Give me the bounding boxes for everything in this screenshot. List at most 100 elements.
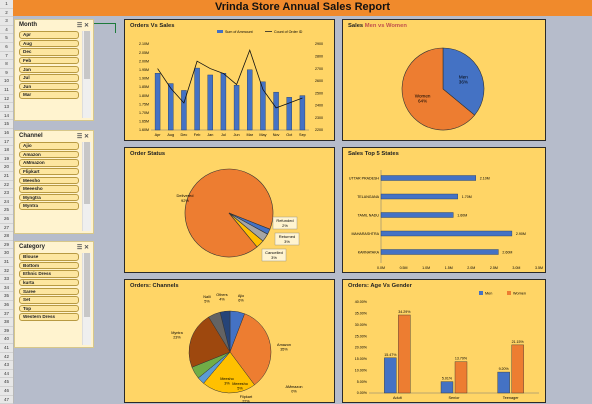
slicer-item[interactable]: Bottom [19, 261, 79, 270]
row-header[interactable]: 37 [0, 310, 13, 319]
row-header[interactable]: 35 [0, 292, 13, 301]
multi-select-icon[interactable]: ☰ ✕ [76, 134, 89, 140]
row-header[interactable]: 46 [0, 387, 13, 396]
slicer-item[interactable]: Blouse [19, 253, 79, 261]
row-header[interactable]: 42 [0, 353, 13, 362]
row-header[interactable]: 17 [0, 138, 13, 147]
scrollbar[interactable] [82, 142, 91, 231]
row-header[interactable]: 3 [0, 17, 13, 26]
right-axis-tick: 2300 [315, 116, 323, 120]
row-header[interactable]: 21 [0, 172, 13, 181]
x-tick: Oct [286, 133, 293, 137]
slicer-item[interactable]: Set [19, 296, 79, 304]
row-header[interactable]: 11 [0, 86, 13, 95]
row-header[interactable]: 40 [0, 335, 13, 344]
slicer-item[interactable]: Ethnic Dress [19, 270, 79, 278]
row-header[interactable]: 26 [0, 215, 13, 224]
row-header[interactable]: 6 [0, 43, 13, 52]
slicer-item[interactable]: Jun [19, 82, 79, 91]
scrollbar-thumb[interactable] [84, 253, 90, 318]
slice-value: 64% [418, 99, 427, 104]
left-axis-tick: 1.80M [139, 94, 149, 98]
row-header[interactable]: 9 [0, 69, 13, 78]
row-header[interactable]: 44 [0, 370, 13, 379]
row-header[interactable]: 30 [0, 249, 13, 258]
row-header[interactable]: 22 [0, 181, 13, 190]
row-header[interactable]: 39 [0, 327, 13, 336]
row-header[interactable]: 18 [0, 146, 13, 155]
row-header[interactable]: 24 [0, 198, 13, 207]
row-header[interactable]: 27 [0, 224, 13, 233]
chart-age-vs-gender[interactable]: Orders: Age Vs Gender Men Women 40.00% 35.0… [342, 279, 546, 403]
row-header[interactable]: 10 [0, 77, 13, 86]
scrollbar[interactable] [82, 31, 91, 118]
slice-value: 3% [284, 239, 290, 244]
row-header[interactable]: 23 [0, 189, 13, 198]
slicer-item[interactable]: Myntra [19, 202, 79, 210]
row-header[interactable]: 16 [0, 129, 13, 138]
slicer-channel[interactable]: Channel ☰ ✕ Ajio Amazon AMmazon Flipkart Mees… [14, 130, 94, 234]
slicer-item[interactable]: Myngtra [19, 193, 79, 202]
scrollbar-thumb[interactable] [84, 31, 90, 79]
slicer-month[interactable]: Month ☰ ✕ Apr Aug Dec Feb Jan Jul Jun Mar [14, 19, 94, 121]
row-header[interactable]: 4 [0, 26, 13, 35]
row-header[interactable]: 38 [0, 318, 13, 327]
row-header[interactable]: 2 [0, 9, 13, 18]
row-header[interactable]: 12 [0, 95, 13, 104]
slicer-item[interactable]: Ajio [19, 142, 79, 150]
row-header[interactable]: 8 [0, 60, 13, 69]
slicer-item[interactable]: AMmazon [19, 159, 79, 167]
cell-selection[interactable] [94, 23, 116, 33]
row-header[interactable]: 29 [0, 241, 13, 250]
row-header[interactable]: 36 [0, 301, 13, 310]
slicer-item[interactable]: Apr [19, 31, 79, 39]
bar-state [380, 193, 458, 200]
slicer-item[interactable]: Meesho [19, 176, 79, 184]
slicer-item[interactable]: Feb [19, 57, 79, 65]
chart-order-status[interactable]: Order Status Delivered 92% Refunded 2% Retur… [124, 147, 335, 273]
multi-select-icon[interactable]: ☰ ✕ [76, 23, 89, 29]
row-header[interactable]: 32 [0, 267, 13, 276]
row-header[interactable]: 33 [0, 275, 13, 284]
row-header[interactable]: 25 [0, 206, 13, 215]
scrollbar-thumb[interactable] [84, 142, 90, 205]
slicer-item[interactable]: Jan [19, 65, 79, 73]
scrollbar[interactable] [82, 253, 91, 345]
slicer-item[interactable]: Mar [19, 91, 79, 99]
row-header[interactable]: 1 [0, 0, 13, 9]
row-header[interactable]: 7 [0, 52, 13, 61]
slicer-item[interactable]: Jul [19, 74, 79, 82]
bar-men [440, 381, 454, 394]
row-header[interactable]: 15 [0, 120, 13, 129]
row-header[interactable]: 31 [0, 258, 13, 267]
slicer-item[interactable]: Western Dress [19, 313, 79, 321]
row-header[interactable]: 20 [0, 163, 13, 172]
slicer-item[interactable]: Dec [19, 48, 79, 56]
row-header[interactable]: 19 [0, 155, 13, 164]
chart-orders-vs-sales[interactable]: Orders Vs Sales Sum of Ammount Count of O… [124, 19, 335, 141]
slicer-item[interactable]: Top [19, 304, 79, 313]
slice-label: Myntra [171, 331, 183, 335]
chart-top-states[interactable]: Sales Top 5 States 0.0M 0.5M 1.0M 1.5M 2.0M 2… [342, 147, 546, 273]
slicer-item[interactable]: Aug [19, 39, 79, 48]
x-tick: Jul [221, 133, 226, 137]
chart-orders-channels[interactable]: Orders: Channels Ajio 6% Amazon 35% AMmazon 0… [124, 279, 335, 404]
slicer-category[interactable]: Category ☰ ✕ Blouse Bottom Ethnic Dress kurt… [14, 241, 94, 348]
slicer-item[interactable]: Amazon [19, 150, 79, 159]
y-tick: 15.00% [355, 357, 368, 361]
row-header[interactable]: 14 [0, 112, 13, 121]
row-header[interactable]: 34 [0, 284, 13, 293]
row-header[interactable]: 13 [0, 103, 13, 112]
slicer-item[interactable]: Flipkart [19, 168, 79, 176]
chart-sales-men-women[interactable]: Sales Men vs Women Men 36% Women 64% [342, 19, 546, 141]
x-tick: 0.0M [377, 266, 385, 270]
slicer-item[interactable]: Meeesho [19, 185, 79, 193]
row-header[interactable]: 43 [0, 361, 13, 370]
multi-select-icon[interactable]: ☰ ✕ [76, 245, 89, 251]
slicer-item[interactable]: Saree [19, 287, 79, 295]
row-header[interactable]: 5 [0, 34, 13, 43]
row-header[interactable]: 45 [0, 378, 13, 387]
row-header[interactable]: 41 [0, 344, 13, 353]
slicer-item[interactable]: kurta [19, 279, 79, 287]
row-header[interactable]: 28 [0, 232, 13, 241]
